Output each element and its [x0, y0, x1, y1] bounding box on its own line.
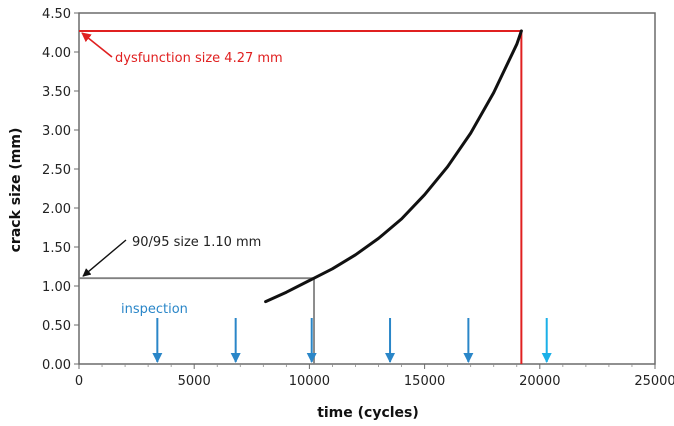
- crack-growth-curve: [264, 29, 523, 304]
- x-tick-label: 25000: [634, 374, 674, 389]
- y-tick-label: 0.50: [42, 319, 71, 334]
- y-tick-label: 3.50: [42, 85, 71, 100]
- x-tick-label: 15000: [404, 374, 445, 389]
- y-tick-label: 1.00: [42, 280, 71, 295]
- y-tick-label: 3.00: [42, 124, 71, 139]
- y-tick-label: 2.50: [42, 163, 71, 178]
- y-axis-title: crack size (mm): [8, 128, 24, 253]
- y-tick-label: 0.00: [42, 358, 71, 373]
- x-axis-title: time (cycles): [317, 405, 419, 421]
- y-tick-label: 1.50: [42, 241, 71, 256]
- x-tick-label: 10000: [289, 374, 330, 389]
- x-tick-label: 0: [75, 374, 83, 389]
- dysfunction-label: dysfunction size 4.27 mm: [115, 51, 283, 66]
- x-tick-label: 20000: [519, 374, 560, 389]
- inspection-label: inspection: [121, 302, 188, 317]
- y-tick-label: 2.00: [42, 202, 71, 217]
- dysfunction-callout-arrow: [81, 32, 113, 58]
- x-tick-label: 5000: [178, 374, 211, 389]
- plot-frame: [78, 12, 656, 365]
- y-tick-label: 4.00: [42, 46, 71, 61]
- plot-area: [78, 12, 656, 365]
- x-axis-ticks: 0 5000 10000 15000 20000 25000: [75, 364, 674, 389]
- detectable-callout-arrow: [82, 239, 127, 277]
- y-axis-ticks: 0.00 0.50 1.00 1.50 2.00 2.50 3.00 3.50 4.00 4.50: [42, 7, 79, 373]
- detectable-size-label: 90/95 size 1.10 mm: [132, 235, 261, 250]
- y-tick-label: 4.50: [42, 7, 71, 22]
